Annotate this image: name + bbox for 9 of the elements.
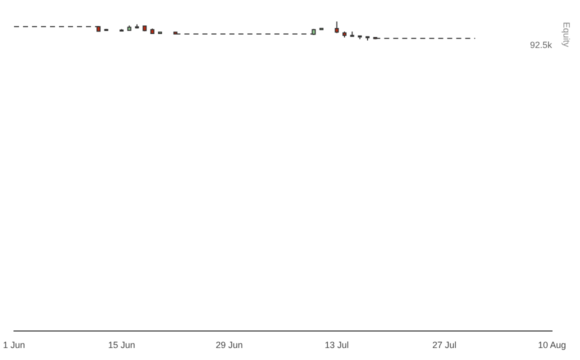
x-tick-label: 27 Jul	[432, 340, 456, 350]
x-tick-label: 1 Jun	[2, 340, 26, 350]
annotation: 92.5k	[530, 40, 552, 50]
x-tick-label: 15 Jun	[108, 340, 136, 350]
y-axis-title: Equity	[562, 22, 572, 48]
x-tick-label: 13 Jul	[324, 340, 349, 350]
candlestick	[334, 21, 339, 34]
x-tick-label: 10 Aug	[538, 340, 566, 350]
x-tick-label: 29 Jun	[216, 340, 243, 350]
